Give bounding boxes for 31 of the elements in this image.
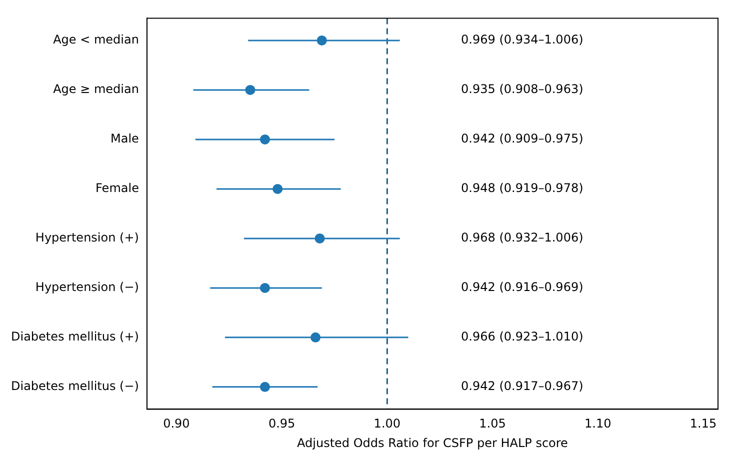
x-tick-label: 1.15 — [690, 416, 717, 431]
annotation: 0.948 (0.919–0.978) — [461, 181, 584, 196]
point — [310, 332, 321, 342]
x-tick-label: 1.00 — [374, 416, 401, 431]
y-tick-label: Hypertension (+) — [35, 230, 139, 245]
y-tick-label: Male — [110, 132, 139, 146]
x-tick-label: 0.95 — [268, 416, 296, 431]
annotation: 0.966 (0.923–1.010) — [461, 330, 584, 344]
point — [316, 35, 327, 46]
point — [314, 233, 325, 244]
point — [260, 282, 270, 293]
point — [260, 134, 270, 144]
x-tick-label: 1.05 — [479, 416, 506, 431]
x-tick-label: 1.10 — [584, 416, 612, 431]
x-tick-label: 0.90 — [163, 416, 190, 431]
point — [245, 84, 256, 95]
annotation: 0.942 (0.909–0.975) — [461, 132, 584, 146]
annotation: 0.942 (0.917–0.967) — [461, 379, 584, 394]
y-tick-label: Age < median — [53, 32, 139, 47]
point — [260, 382, 270, 392]
annotation: 0.969 (0.934–1.006) — [461, 32, 584, 47]
annotation: 0.942 (0.916–0.969) — [461, 280, 584, 294]
y-tick-label: Female — [96, 181, 139, 196]
y-tick-label: Hypertension (−) — [35, 280, 139, 294]
x-axis-title: Adjusted Odds Ratio for CSFP per HALP score — [297, 436, 568, 450]
y-tick-label: Diabetes mellitus (+) — [11, 330, 139, 344]
y-tick-label: Age ≥ median — [53, 82, 139, 96]
annotation: 0.935 (0.908–0.963) — [461, 82, 584, 96]
point — [272, 184, 283, 194]
y-tick-label: Diabetes mellitus (−) — [11, 379, 139, 394]
annotation: 0.968 (0.932–1.006) — [461, 230, 584, 245]
